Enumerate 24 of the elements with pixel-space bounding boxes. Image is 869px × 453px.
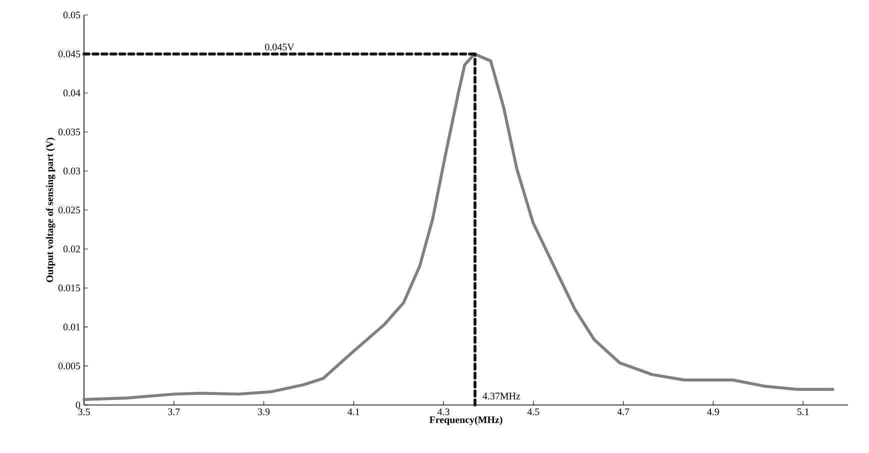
- ref-line-label: 0.045V: [265, 44, 294, 50]
- y-tick-label: 0.045: [58, 50, 80, 58]
- y-tick-label: 0.01: [63, 324, 80, 330]
- ref-line-label: 4.37MHz: [482, 392, 520, 400]
- x-tick-label: 3.5: [78, 408, 90, 416]
- x-tick-label: 4.3: [438, 408, 450, 416]
- y-tick-label: 0.035: [58, 128, 80, 136]
- x-tick-label: 5.1: [797, 408, 809, 416]
- y-tick-label: 0.05: [63, 12, 80, 18]
- y-tick-label: 0.04: [63, 90, 80, 96]
- x-tick-label: 3.9: [258, 408, 270, 416]
- x-axis-title: Frequency(MHz): [429, 416, 502, 426]
- y-tick-label: 0.015: [58, 284, 80, 292]
- x-tick-label: 4.9: [707, 408, 720, 416]
- y-tick-label: 0.03: [63, 168, 80, 174]
- y-tick-label: 0.005: [58, 362, 80, 370]
- y-axis-title: Output voltage of sensing part (V): [46, 138, 56, 282]
- x-tick-label: 3.7: [168, 408, 180, 416]
- y-tick-label: 0.02: [63, 246, 80, 252]
- y-tick-label: 0.025: [58, 206, 80, 214]
- x-tick-label: 4.7: [617, 408, 630, 416]
- x-tick-label: 4.5: [527, 408, 540, 416]
- y-tick-label: 0: [76, 402, 80, 408]
- x-tick-label: 4.1: [348, 408, 360, 416]
